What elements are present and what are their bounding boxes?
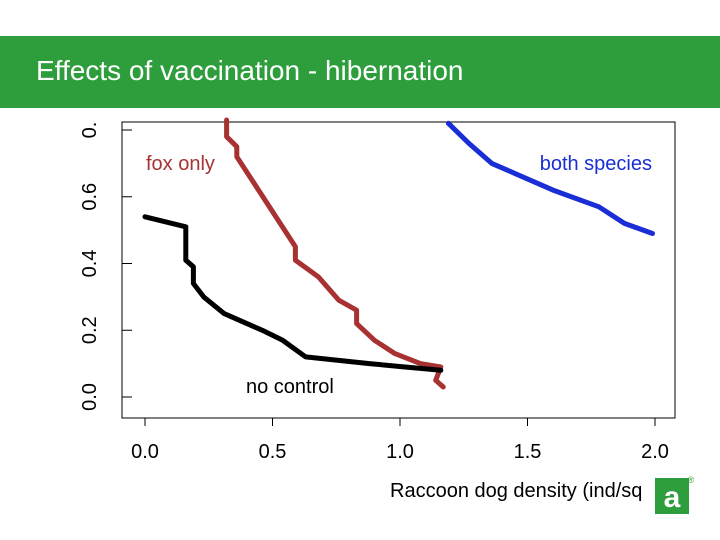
logo-square <box>655 478 689 514</box>
x-tick-label: 2.0 <box>641 441 669 463</box>
registered-mark: ® <box>688 475 694 485</box>
x-tick-label: 0.0 <box>131 441 159 463</box>
series-label-fox-only: fox only <box>146 153 215 175</box>
series-line-both-species <box>445 120 655 236</box>
y-tick-label: 0.0 <box>79 383 101 411</box>
title-banner: Effects of vaccination - hibernation <box>0 36 720 108</box>
y-tick-label: 0.6 <box>79 183 101 211</box>
series-line-no-control <box>142 214 444 373</box>
y-tick-label: 0. <box>79 122 101 139</box>
series-line-fox-only <box>224 117 446 390</box>
logo-glyph: a <box>664 481 681 514</box>
series-label-no-control: no control <box>246 376 334 398</box>
slide-title: Effects of vaccination - hibernation <box>36 55 464 86</box>
series-layer <box>142 117 655 390</box>
y-tick-label: 0.4 <box>79 250 101 278</box>
company-logo-icon: a ® <box>655 475 694 514</box>
plot-frame <box>121 121 676 419</box>
series-label-both-species: both species <box>540 153 652 175</box>
x-axis-title: Raccoon dog density (ind/sq <box>390 480 642 502</box>
chart-axes: 0.0 0.5 1.0 1.5 2.0 0.0 0.2 0.4 0.6 0. Raccoon dog… <box>79 121 676 502</box>
x-tick-label: 1.0 <box>386 441 414 463</box>
x-tick-label: 0.5 <box>259 441 287 463</box>
label-layer: fox only both species no control <box>146 153 652 398</box>
y-tick-label: 0.2 <box>79 316 101 344</box>
x-tick-label: 1.5 <box>514 441 542 463</box>
